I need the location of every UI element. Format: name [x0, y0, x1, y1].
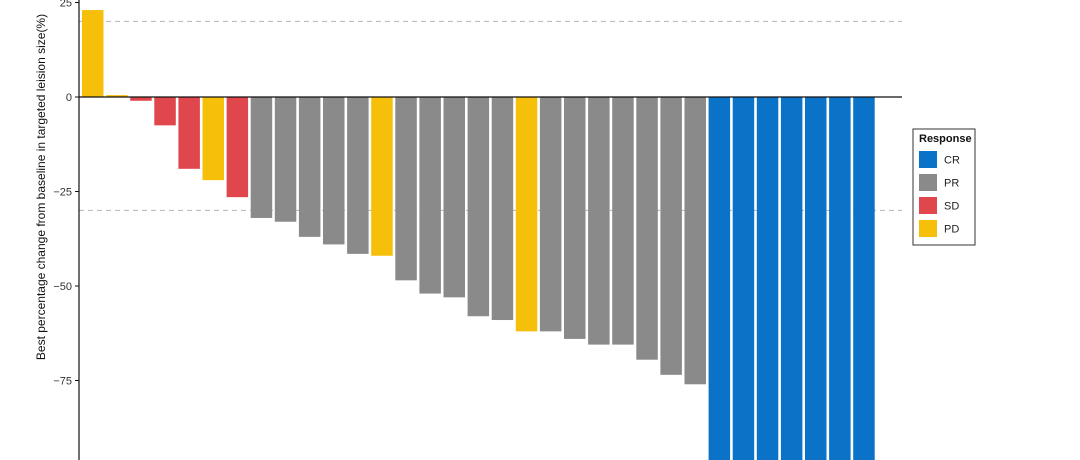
legend-swatch-pd — [919, 220, 937, 237]
bar — [588, 97, 610, 345]
bar — [371, 97, 393, 256]
y-tick-label: −75 — [53, 376, 72, 388]
bar — [636, 97, 658, 360]
legend-label-cr: CR — [944, 155, 960, 167]
bar — [323, 97, 345, 245]
legend-swatch-pr — [919, 174, 937, 191]
bar — [684, 97, 706, 385]
y-tick-label: −50 — [53, 281, 72, 293]
y-tick-label: −25 — [53, 187, 72, 199]
bar — [106, 95, 128, 97]
bar — [443, 97, 465, 298]
bar — [82, 10, 104, 98]
y-axis-title: Best percentage change from baseline in … — [34, 14, 48, 360]
bar — [274, 97, 297, 222]
bar — [539, 97, 562, 332]
legend-swatch-cr — [919, 151, 937, 168]
bar — [226, 97, 249, 198]
bar — [708, 97, 731, 460]
legend-label-pr: PR — [944, 178, 959, 190]
bar — [202, 97, 224, 181]
bar — [660, 97, 682, 375]
reference-lines — [79, 20, 902, 211]
legend-swatch-sd — [919, 197, 937, 214]
bar — [515, 97, 538, 332]
bar — [780, 97, 803, 460]
bar — [347, 97, 369, 254]
bar — [829, 97, 851, 460]
legend-entries: CR PR SD PD — [919, 151, 960, 237]
bars — [82, 10, 875, 460]
bar — [298, 97, 321, 237]
legend-label-pd: PD — [944, 224, 959, 236]
legend-label-sd: SD — [944, 201, 959, 213]
bar — [154, 97, 176, 126]
bar — [732, 97, 755, 460]
bar — [467, 97, 490, 317]
bar — [564, 97, 586, 339]
bar — [178, 97, 200, 169]
bar — [395, 97, 417, 281]
bar — [491, 97, 514, 321]
legend-title: Response — [919, 133, 972, 145]
bar — [419, 97, 441, 294]
legend: Response CR PR SD PD — [912, 128, 976, 246]
bar — [853, 97, 875, 460]
bar — [130, 97, 152, 101]
y-axis-ticks: 25 0 −25 −50 −75 — [53, 0, 79, 388]
bar — [805, 97, 827, 460]
bar — [756, 97, 779, 460]
y-tick-label: 0 — [66, 92, 72, 104]
bar — [250, 97, 273, 218]
y-tick-label: 25 — [60, 0, 72, 10]
bar — [612, 97, 634, 345]
